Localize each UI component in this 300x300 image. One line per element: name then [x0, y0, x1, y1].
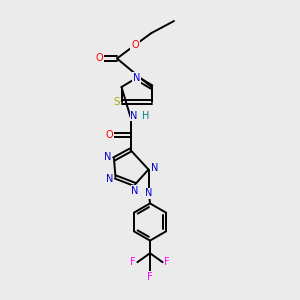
Text: N: N [130, 110, 138, 121]
Text: S: S [114, 97, 120, 107]
Text: N: N [151, 163, 158, 173]
Text: F: F [147, 272, 153, 282]
Text: N: N [104, 152, 112, 163]
Text: F: F [130, 257, 136, 267]
Text: F: F [164, 257, 170, 267]
Text: O: O [95, 53, 103, 64]
Text: N: N [106, 173, 113, 184]
Text: N: N [131, 185, 139, 196]
Text: N: N [145, 188, 152, 199]
Text: N: N [133, 73, 140, 83]
Text: H: H [142, 110, 150, 121]
Text: O: O [131, 40, 139, 50]
Text: O: O [106, 130, 113, 140]
